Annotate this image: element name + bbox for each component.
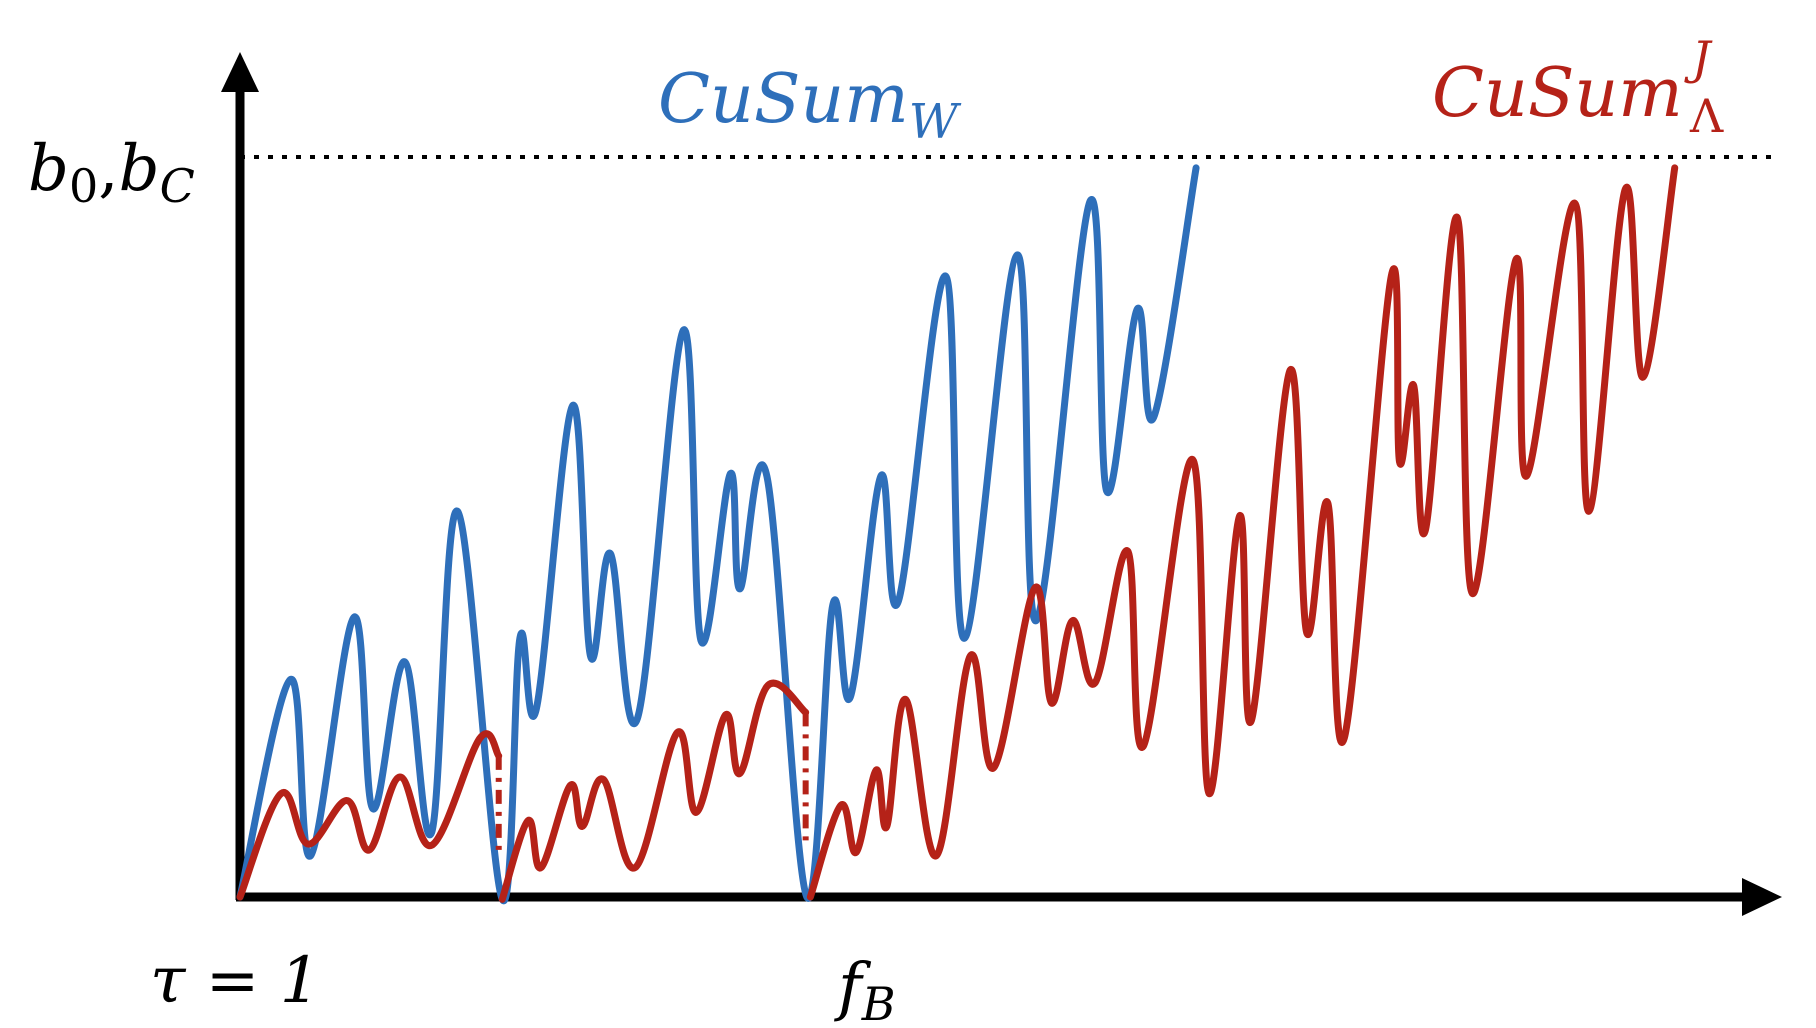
x-marker-fb: fB	[834, 950, 896, 1028]
series-label-cusum-lambda: CuSum J Λ	[1432, 31, 1724, 143]
series-line-0-segment-0	[236, 164, 1200, 905]
series-group	[236, 164, 1679, 905]
x-marker-tau: τ = 1	[150, 944, 320, 1018]
y-axis-arrow	[221, 52, 259, 92]
series-line-1-segment-1	[498, 679, 810, 903]
threshold-label: b0,bC	[28, 132, 195, 213]
dropout-group	[495, 712, 809, 850]
series-line-1-segment-0	[236, 730, 503, 901]
series-line-1-segment-2	[806, 164, 1679, 901]
series-label-cusum-w: CuSumW	[658, 60, 962, 150]
x-axis-arrow	[1742, 878, 1782, 916]
